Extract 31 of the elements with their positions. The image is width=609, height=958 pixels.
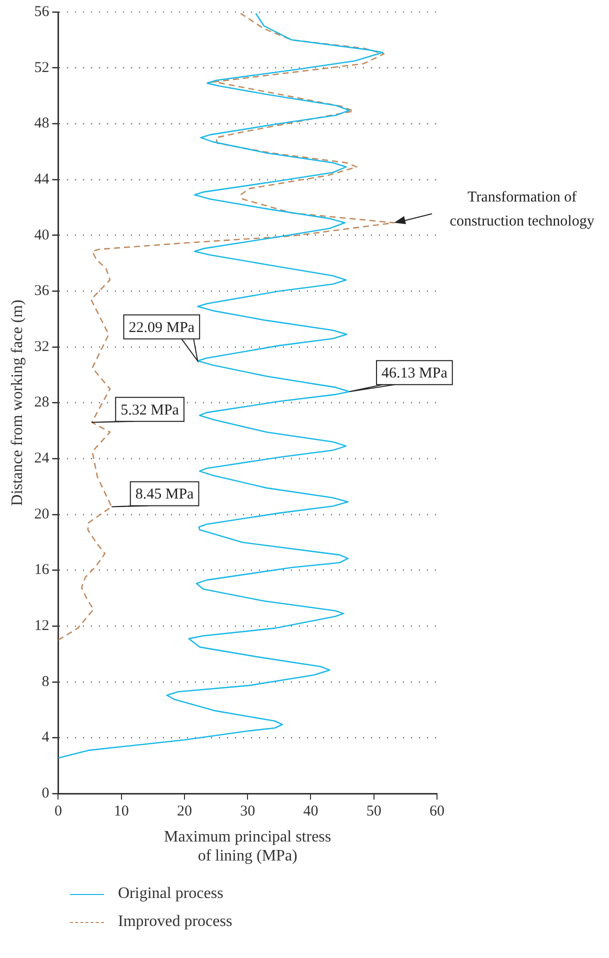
y-tick-label: 28 [34, 394, 50, 411]
x-tick-label: 30 [240, 804, 256, 820]
legend-label: Original process [118, 885, 224, 903]
y-tick-label: 16 [34, 562, 50, 578]
y-tick-label: 48 [34, 116, 50, 132]
x-tick-label: 0 [54, 804, 62, 820]
y-tick-label: 12 [34, 618, 50, 634]
y-tick-label: 20 [34, 506, 50, 522]
y-axis-title: Distance from working face (m) [8, 300, 26, 506]
y-tick-label: 8 [42, 674, 50, 690]
x-axis-title: Maximum principal stress of lining (MPa) [164, 828, 332, 865]
annotation: 46.13 MPa [382, 366, 448, 382]
x-tick-label: 60 [430, 804, 444, 820]
annotation: 8.45 MPa [135, 486, 194, 503]
y-tick-label: 56 [34, 4, 50, 20]
y-tick-label: 52 [34, 60, 50, 76]
annotation: 22.09 MPa [128, 320, 195, 336]
x-tick-label: 10 [114, 804, 129, 820]
y-tick-label: 24 [34, 450, 50, 467]
x-tick-label: 50 [366, 804, 382, 820]
y-tick-label: 40 [34, 227, 50, 244]
x-tick-label: 40 [303, 804, 318, 820]
y-tick-label: 0 [42, 786, 50, 802]
y-tick-label: 4 [42, 730, 50, 746]
annotation: Transformation of construction technology [450, 190, 595, 230]
x-tick-label: 20 [176, 804, 192, 820]
annotation: 5.32 MPa [120, 402, 180, 418]
legend-label: Improved process [118, 913, 232, 931]
y-tick-label: 36 [34, 283, 50, 300]
y-tick-label: 32 [34, 338, 50, 355]
y-tick-label: 44 [34, 171, 50, 188]
